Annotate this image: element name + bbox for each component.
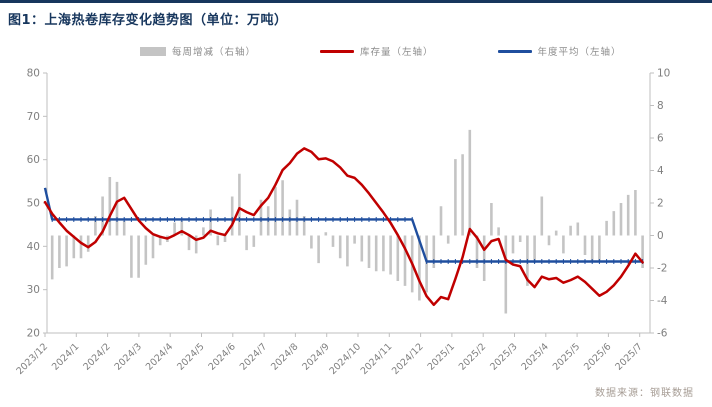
svg-text:20: 20 xyxy=(27,328,40,340)
inventory-line xyxy=(43,147,644,307)
red-line-swatch-icon xyxy=(320,49,355,53)
legend-item-inventory: 库存量（左轴） xyxy=(320,44,434,58)
svg-text:2024/8: 2024/8 xyxy=(269,341,300,372)
svg-text:-4: -4 xyxy=(657,295,668,307)
legend-label-weekly-change: 每周增减（右轴） xyxy=(172,47,257,58)
chart-legend: 每周增减（右轴） 库存量（左轴） 年度平均（左轴） xyxy=(140,44,622,58)
svg-text:2: 2 xyxy=(657,198,664,210)
svg-text:2024/9: 2024/9 xyxy=(300,341,331,372)
svg-text:60: 60 xyxy=(27,154,40,166)
svg-text:10: 10 xyxy=(657,68,670,80)
legend-label-inventory: 库存量（左轴） xyxy=(360,47,434,58)
svg-text:2024/2: 2024/2 xyxy=(81,341,112,372)
svg-text:2025/1: 2025/1 xyxy=(426,341,457,372)
svg-text:2024/6: 2024/6 xyxy=(207,341,238,372)
svg-text:2024/12: 2024/12 xyxy=(390,341,426,377)
svg-text:2024/10: 2024/10 xyxy=(327,341,363,377)
svg-text:30: 30 xyxy=(27,284,40,296)
legend-label-annual-avg: 年度平均（左轴） xyxy=(537,47,622,58)
axes xyxy=(46,73,651,334)
svg-text:70: 70 xyxy=(27,111,40,123)
legend-item-annual-avg: 年度平均（左轴） xyxy=(497,44,622,58)
chart-title: 图1：上海热卷库存变化趋势图（单位：万吨） xyxy=(8,13,288,28)
svg-text:2025/2: 2025/2 xyxy=(457,341,488,372)
svg-text:-2: -2 xyxy=(657,263,667,275)
svg-text:6: 6 xyxy=(657,133,664,145)
bar-swatch-icon xyxy=(140,46,166,56)
svg-text:2024/3: 2024/3 xyxy=(113,341,144,372)
svg-text:80: 80 xyxy=(27,68,40,80)
svg-text:2025/4: 2025/4 xyxy=(520,341,551,372)
svg-text:2024/11: 2024/11 xyxy=(359,341,395,377)
svg-text:8: 8 xyxy=(657,100,664,112)
svg-text:50: 50 xyxy=(27,198,40,210)
y-axis-left: 20 30 40 50 60 70 80 xyxy=(27,68,47,340)
x-axis: 2023/12 2024/1 2024/2 2024/3 2024/4 2024/5 202… xyxy=(14,333,645,377)
svg-text:2025/7: 2025/7 xyxy=(613,341,644,372)
svg-text:2025/5: 2025/5 xyxy=(551,341,582,372)
svg-text:2024/1: 2024/1 xyxy=(50,341,81,372)
svg-text:2025/3: 2025/3 xyxy=(488,341,519,372)
svg-text:4: 4 xyxy=(657,165,664,177)
legend-item-weekly-change: 每周增减（右轴） xyxy=(140,44,256,58)
svg-text:40: 40 xyxy=(27,241,40,253)
annual-average-line xyxy=(43,187,644,264)
y-axis-right: -6 -4 -2 0 2 4 6 8 10 xyxy=(650,68,670,340)
blue-line-swatch-icon xyxy=(497,49,532,53)
svg-text:2024/4: 2024/4 xyxy=(144,341,175,372)
svg-text:2025/6: 2025/6 xyxy=(582,341,613,372)
top-accent-rule xyxy=(0,0,712,3)
svg-text:2024/7: 2024/7 xyxy=(238,341,269,372)
svg-text:2023/12: 2023/12 xyxy=(14,341,50,377)
data-source-note: 数据来源：钢联数据 xyxy=(595,388,694,399)
svg-text:2024/5: 2024/5 xyxy=(175,341,206,372)
svg-text:0: 0 xyxy=(657,230,664,242)
svg-text:-6: -6 xyxy=(657,328,668,340)
